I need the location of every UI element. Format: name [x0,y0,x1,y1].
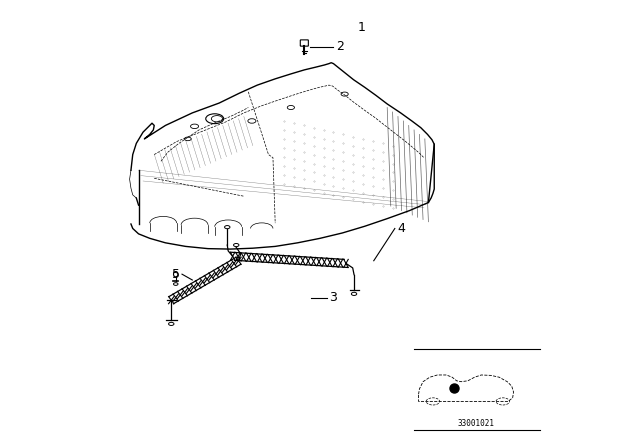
Text: 5: 5 [172,267,180,281]
Text: 3: 3 [330,291,337,305]
Text: 2: 2 [336,40,344,53]
Text: 1: 1 [357,21,365,34]
Text: 33001021: 33001021 [458,419,495,428]
Text: 4: 4 [397,222,406,235]
FancyBboxPatch shape [300,40,308,46]
